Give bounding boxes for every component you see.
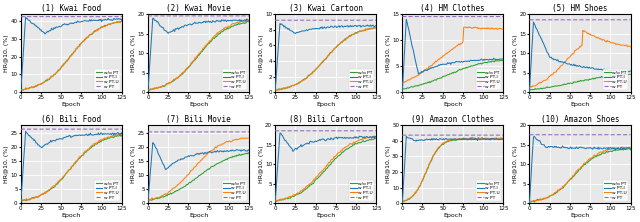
Legend: w/o PT, w PT-I, w PT-U, w PT: w/o PT, w PT-I, w PT-U, w PT — [349, 69, 374, 90]
Title: (4) HM Clothes: (4) HM Clothes — [420, 4, 485, 13]
Title: (3) Kwai Cartoon: (3) Kwai Cartoon — [289, 4, 363, 13]
Y-axis label: HR@10, (%): HR@10, (%) — [4, 34, 9, 72]
Title: (9) Amazon Clothes: (9) Amazon Clothes — [412, 115, 495, 124]
Y-axis label: HR@10, (%): HR@10, (%) — [131, 145, 136, 183]
Title: (1) Kwai Food: (1) Kwai Food — [41, 4, 101, 13]
X-axis label: Epoch: Epoch — [189, 213, 208, 218]
Y-axis label: HR@10, (%): HR@10, (%) — [386, 34, 390, 72]
Legend: w/o PT, w PT-I, w PT-U, w PT: w/o PT, w PT-I, w PT-U, w PT — [476, 180, 501, 201]
Y-axis label: HR@10, (%): HR@10, (%) — [259, 34, 264, 72]
X-axis label: Epoch: Epoch — [61, 102, 81, 107]
X-axis label: Epoch: Epoch — [316, 102, 335, 107]
Title: (5) HM Shoes: (5) HM Shoes — [552, 4, 608, 13]
Y-axis label: HR@10, (%): HR@10, (%) — [4, 145, 9, 183]
Y-axis label: HR@10, (%): HR@10, (%) — [513, 34, 518, 72]
Title: (2) Kwai Movie: (2) Kwai Movie — [166, 4, 231, 13]
Y-axis label: HR@10, (%): HR@10, (%) — [259, 145, 264, 183]
Title: (8) Bili Cartoon: (8) Bili Cartoon — [289, 115, 363, 124]
Title: (10) Amazon Shoes: (10) Amazon Shoes — [541, 115, 620, 124]
Y-axis label: HR@10, (%): HR@10, (%) — [131, 34, 136, 72]
X-axis label: Epoch: Epoch — [189, 102, 208, 107]
X-axis label: Epoch: Epoch — [444, 102, 463, 107]
Legend: w/o PT, w PT-I, w PT-U, w PT: w/o PT, w PT-I, w PT-U, w PT — [221, 69, 247, 90]
Y-axis label: HR@10, (%): HR@10, (%) — [513, 145, 518, 183]
Title: (7) Bili Movie: (7) Bili Movie — [166, 115, 231, 124]
X-axis label: Epoch: Epoch — [570, 102, 589, 107]
Legend: w/o PT, w PT-I, w PT-U, w PT: w/o PT, w PT-I, w PT-U, w PT — [603, 180, 628, 201]
X-axis label: Epoch: Epoch — [316, 213, 335, 218]
X-axis label: Epoch: Epoch — [61, 213, 81, 218]
Y-axis label: HR@10, (%): HR@10, (%) — [386, 145, 390, 183]
Legend: w/o PT, w PT-I, w PT-U, w PT: w/o PT, w PT-I, w PT-U, w PT — [95, 69, 120, 90]
Legend: w/o PT, w PT-I, w PT-U, w PT: w/o PT, w PT-I, w PT-U, w PT — [476, 69, 501, 90]
X-axis label: Epoch: Epoch — [444, 213, 463, 218]
Legend: w/o PT, w PT-I, w PT-U, w PT: w/o PT, w PT-I, w PT-U, w PT — [95, 180, 120, 201]
Title: (6) Bili Food: (6) Bili Food — [41, 115, 101, 124]
Legend: w/o PT, w PT-I, w PT-U, w PT: w/o PT, w PT-I, w PT-U, w PT — [349, 180, 374, 201]
X-axis label: Epoch: Epoch — [570, 213, 589, 218]
Legend: w/o PT, w PT-I, w PT-U, w PT: w/o PT, w PT-I, w PT-U, w PT — [221, 180, 247, 201]
Legend: w/o PT, w PT-I, w PT-U, w PT: w/o PT, w PT-I, w PT-U, w PT — [603, 69, 628, 90]
